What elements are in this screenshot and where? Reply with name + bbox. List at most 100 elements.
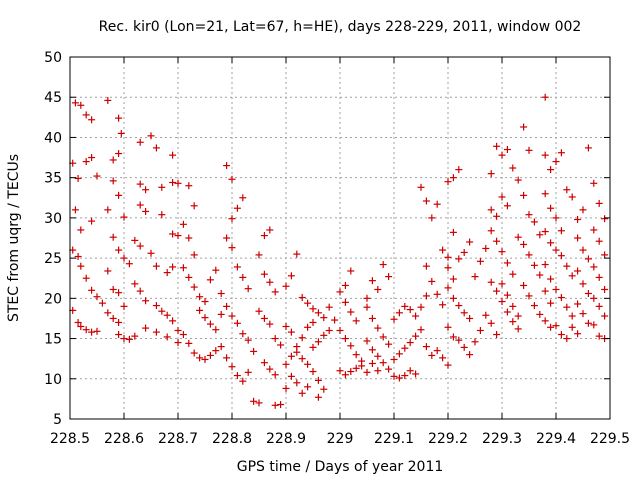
data-point — [568, 193, 576, 201]
data-point — [557, 331, 565, 339]
data-point — [174, 327, 182, 335]
y-tick-label: 15 — [44, 332, 62, 348]
data-point — [574, 234, 582, 242]
data-point — [201, 314, 209, 322]
data-point — [169, 317, 177, 325]
data-point — [401, 302, 409, 310]
data-point — [271, 371, 279, 379]
data-point — [147, 249, 155, 257]
y-tick-label: 50 — [44, 50, 62, 66]
data-point — [509, 318, 517, 326]
data-point — [412, 332, 420, 340]
data-point — [233, 204, 241, 212]
data-point — [476, 327, 484, 335]
data-point — [282, 282, 290, 290]
data-point — [115, 246, 123, 254]
data-point — [417, 303, 425, 311]
data-point — [98, 299, 106, 307]
data-point — [250, 397, 258, 405]
data-point — [223, 162, 231, 170]
data-point — [547, 323, 555, 331]
data-point — [584, 319, 592, 327]
data-point — [255, 251, 263, 259]
data-point — [530, 261, 538, 269]
data-point — [449, 275, 457, 283]
data-point — [493, 331, 501, 339]
data-point — [449, 228, 457, 236]
data-point — [233, 372, 241, 380]
data-point — [109, 314, 117, 322]
data-point — [282, 322, 290, 330]
data-point — [115, 289, 123, 297]
data-point — [563, 262, 571, 270]
data-point — [590, 321, 598, 329]
data-point — [428, 214, 436, 222]
data-point — [493, 287, 501, 295]
data-point — [82, 326, 90, 334]
data-point — [304, 323, 312, 331]
data-point — [115, 114, 123, 122]
data-point — [547, 239, 555, 247]
data-point — [352, 317, 360, 325]
data-point — [395, 309, 403, 317]
data-point — [325, 303, 333, 311]
data-point — [449, 294, 457, 302]
data-point — [298, 355, 306, 363]
data-point — [196, 306, 204, 314]
data-point — [320, 314, 328, 322]
data-point — [530, 302, 538, 310]
data-point — [455, 302, 463, 310]
data-point — [336, 367, 344, 375]
data-point — [439, 301, 447, 309]
data-point — [466, 351, 474, 359]
data-point — [341, 371, 349, 379]
data-point — [169, 230, 177, 238]
x-tick-label: 228.8 — [212, 431, 252, 447]
data-point — [109, 156, 117, 164]
data-point — [579, 246, 587, 254]
data-point — [82, 111, 90, 119]
data-point — [217, 310, 225, 318]
data-point — [455, 336, 463, 344]
data-point — [174, 179, 182, 187]
data-point — [347, 342, 355, 350]
data-point — [206, 351, 214, 359]
data-point — [158, 307, 166, 315]
data-point — [88, 286, 96, 294]
data-point — [352, 364, 360, 372]
data-point — [390, 355, 398, 363]
data-point — [498, 298, 506, 306]
data-point — [579, 206, 587, 214]
data-point — [584, 255, 592, 263]
data-point — [455, 166, 463, 174]
data-point — [552, 158, 560, 166]
data-point — [228, 244, 236, 252]
data-point — [541, 151, 549, 159]
data-point — [104, 309, 112, 317]
data-point — [579, 310, 587, 318]
data-point — [422, 197, 430, 205]
data-point — [557, 227, 565, 235]
data-point — [347, 267, 355, 275]
data-point — [379, 359, 387, 367]
data-point — [574, 215, 582, 223]
data-point — [493, 237, 501, 245]
data-point — [93, 172, 101, 180]
data-point — [595, 302, 603, 310]
data-point — [601, 215, 609, 223]
data-point — [190, 202, 198, 210]
data-point — [444, 178, 452, 186]
data-point — [298, 294, 306, 302]
x-tick-label: 228.7 — [158, 431, 198, 447]
data-point — [282, 384, 290, 392]
data-point — [379, 333, 387, 341]
y-tick-label: 20 — [44, 291, 62, 307]
data-point — [406, 339, 414, 347]
data-point — [266, 365, 274, 373]
data-point — [460, 248, 468, 256]
x-tick-label: 229.4 — [536, 431, 576, 447]
data-point — [77, 262, 85, 270]
data-point — [125, 335, 133, 343]
data-point — [115, 191, 123, 199]
data-point — [201, 298, 209, 306]
